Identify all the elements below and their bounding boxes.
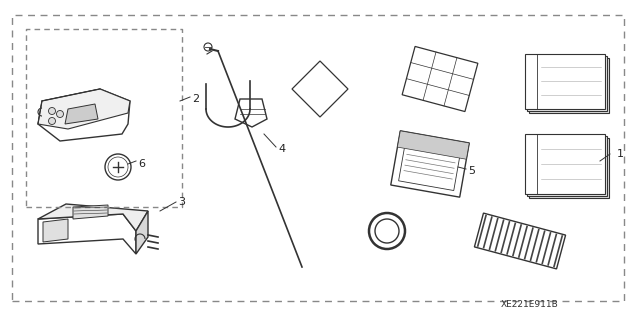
Polygon shape xyxy=(397,131,469,159)
Text: XE221E911B: XE221E911B xyxy=(501,300,559,309)
Polygon shape xyxy=(235,99,267,127)
Text: 3: 3 xyxy=(178,197,185,207)
FancyBboxPatch shape xyxy=(527,56,607,111)
FancyBboxPatch shape xyxy=(529,58,609,113)
FancyBboxPatch shape xyxy=(525,134,605,194)
Polygon shape xyxy=(402,47,478,112)
Text: 4: 4 xyxy=(278,144,285,154)
Polygon shape xyxy=(43,219,68,242)
FancyBboxPatch shape xyxy=(525,54,605,109)
Polygon shape xyxy=(474,213,566,269)
Circle shape xyxy=(108,157,128,177)
Polygon shape xyxy=(38,214,136,254)
Text: 5: 5 xyxy=(468,166,475,176)
Circle shape xyxy=(204,43,212,51)
Text: 2: 2 xyxy=(192,94,199,104)
Polygon shape xyxy=(38,89,130,141)
Circle shape xyxy=(105,154,131,180)
Polygon shape xyxy=(136,211,148,254)
Circle shape xyxy=(375,219,399,243)
FancyBboxPatch shape xyxy=(527,136,607,196)
Polygon shape xyxy=(292,61,348,117)
Text: 6: 6 xyxy=(138,159,145,169)
Polygon shape xyxy=(38,204,148,231)
Polygon shape xyxy=(65,104,98,124)
Circle shape xyxy=(49,108,56,115)
FancyBboxPatch shape xyxy=(529,138,609,198)
Polygon shape xyxy=(73,205,108,219)
Circle shape xyxy=(49,117,56,124)
Circle shape xyxy=(369,213,405,249)
Polygon shape xyxy=(391,131,469,197)
Circle shape xyxy=(56,110,63,117)
Text: 1: 1 xyxy=(617,149,624,159)
Polygon shape xyxy=(38,89,130,129)
